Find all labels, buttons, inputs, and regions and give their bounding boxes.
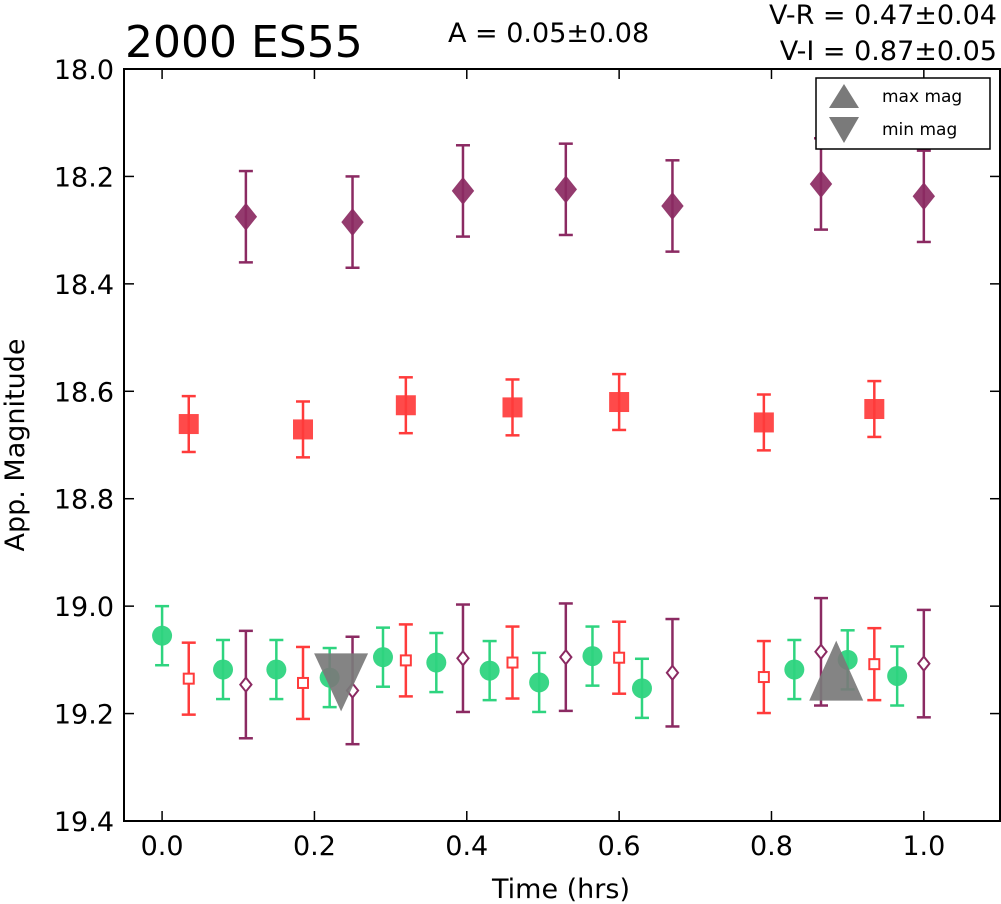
chart-title: 2000 ES55 [125,17,363,68]
y-tick-label: 19.0 [54,592,114,623]
data-point-square [613,651,626,664]
x-tick-label: 1.0 [902,831,945,862]
min-mag-marker [314,653,369,712]
y-tick-label: 18.4 [54,270,114,301]
data-point-circle [582,646,603,667]
plot-frame [123,68,1001,822]
data-point-diamond [916,655,931,673]
axis-ticks: 0.0 0.2 0.4 0.6 0.8 1.0 18.0 18.2 18.4 18.6 18.8 19… [54,55,1000,862]
series-square-filled [178,372,885,459]
data-point-square [182,672,195,685]
data-point-square [399,654,412,667]
legend-label-max-mag: max mag [882,87,962,107]
v-r-color-annotation: V-R = 0.47±0.04 [769,0,997,31]
data-point-diamond [558,648,573,666]
x-tick-label: 0.0 [141,831,184,862]
data-point-square [293,419,314,440]
data-point-diamond [809,169,833,198]
y-axis-label: App. Magnitude [0,339,31,552]
legend: max mag min mag [815,77,991,150]
y-tick-label: 18.8 [54,485,114,516]
data-point-diamond [665,664,680,682]
data-point-square [609,392,630,413]
x-axis-label: Time (hrs) [491,874,630,904]
min-mag-legend-icon [829,117,859,143]
legend-label-min-mag: min mag [882,120,957,140]
data-point-diamond [238,675,253,694]
y-tick-label: 19.4 [54,807,114,838]
y-tick-label: 19.2 [54,700,114,731]
max-mag-legend-icon [829,84,859,108]
data-point-square [868,658,881,671]
data-point-diamond [661,191,684,220]
series-circle-filled [152,604,908,720]
data-point-circle [213,659,234,680]
data-point-square [864,399,885,420]
data-point-circle [266,659,287,680]
amplitude-annotation: A = 0.05±0.08 [448,18,649,49]
data-point-diamond [451,176,475,205]
y-tick-label: 18.6 [54,377,114,408]
data-point-circle [479,660,500,681]
y-tick-label: 18.0 [54,55,114,86]
data-point-square [753,412,774,433]
data-point-square [297,676,310,689]
v-i-color-annotation: V-I = 0.87±0.05 [780,36,997,67]
series-diamond-open [238,596,931,746]
data-point-square [395,395,416,416]
data-point-square [757,671,770,684]
data-point-circle [152,625,173,646]
data-point-diamond [814,643,828,661]
data-point-diamond [234,202,258,231]
data-point-diamond [912,182,936,211]
data-point-diamond [456,649,470,667]
data-series [152,137,936,746]
data-point-circle [529,672,550,693]
data-point-circle [426,652,447,673]
data-point-square [502,397,523,418]
data-point-diamond [341,208,364,237]
x-tick-label: 0.8 [750,831,793,862]
data-point-square [178,414,199,435]
data-point-diamond [554,175,578,204]
series-square-open [181,620,882,721]
data-point-circle [631,678,652,699]
max-mag-marker [809,640,864,701]
series-diamond-filled [234,137,936,269]
data-point-circle [887,665,908,686]
extrema-markers [314,640,864,712]
x-tick-label: 0.6 [598,831,641,862]
data-point-square [506,656,519,669]
data-point-circle [372,647,393,668]
y-tick-label: 18.2 [54,162,114,193]
data-point-circle [784,659,805,680]
x-tick-label: 0.4 [445,831,488,862]
x-tick-label: 0.2 [293,831,336,862]
